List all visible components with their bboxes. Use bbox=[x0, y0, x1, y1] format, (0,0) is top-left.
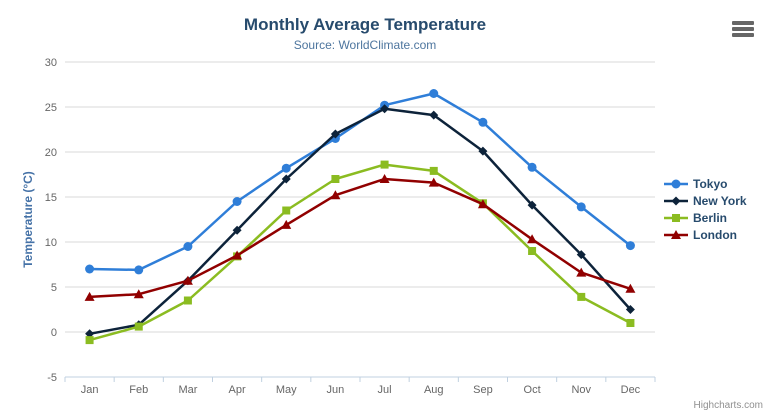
marker-berlin-aug[interactable] bbox=[429, 166, 438, 175]
marker-new-york-jul[interactable] bbox=[380, 104, 390, 114]
hamburger-icon bbox=[732, 27, 754, 31]
marker-london-may[interactable] bbox=[281, 219, 292, 229]
marker-new-york-may[interactable] bbox=[281, 174, 291, 184]
marker-london-jan[interactable] bbox=[84, 291, 95, 301]
series-new-york bbox=[85, 104, 635, 339]
marker-berlin-jul[interactable] bbox=[380, 160, 389, 169]
legend-marker[interactable] bbox=[672, 214, 680, 222]
legend-item-berlin[interactable]: Berlin bbox=[664, 211, 747, 225]
x-axis-label-apr: Apr bbox=[229, 384, 246, 396]
x-axis-label-oct: Oct bbox=[524, 384, 541, 396]
marker-london-oct[interactable] bbox=[527, 234, 538, 244]
marker-berlin-mar[interactable] bbox=[183, 296, 192, 305]
legend-marker[interactable] bbox=[671, 230, 681, 239]
legend-label: Berlin bbox=[693, 211, 728, 225]
hamburger-icon bbox=[732, 21, 754, 25]
marker-london-dec[interactable] bbox=[625, 283, 636, 293]
marker-new-york-apr[interactable] bbox=[232, 225, 242, 235]
y-axis-label: 5 bbox=[51, 282, 57, 294]
marker-berlin-nov[interactable] bbox=[577, 292, 586, 301]
y-axis-label: 30 bbox=[45, 57, 57, 69]
x-axis-label-jan: Jan bbox=[81, 384, 99, 396]
marker-tokyo-jan[interactable] bbox=[85, 264, 95, 274]
marker-new-york-jun[interactable] bbox=[330, 129, 340, 139]
series-london bbox=[84, 174, 636, 301]
marker-london-apr[interactable] bbox=[232, 250, 243, 260]
marker-london-sep[interactable] bbox=[477, 199, 488, 209]
marker-berlin-dec[interactable] bbox=[626, 319, 635, 327]
legend-marker-triangle-icon bbox=[664, 230, 688, 239]
x-axis-label-may: May bbox=[276, 384, 297, 396]
marker-new-york-nov[interactable] bbox=[576, 250, 586, 260]
marker-london-aug[interactable] bbox=[428, 177, 439, 187]
marker-tokyo-apr[interactable] bbox=[232, 197, 242, 206]
y-axis-label: 10 bbox=[45, 237, 57, 249]
hamburger-icon bbox=[732, 33, 754, 37]
chart-title: Monthly Average Temperature bbox=[243, 15, 487, 34]
marker-berlin-may[interactable] bbox=[282, 206, 291, 215]
credits-link[interactable]: Highcharts.com bbox=[693, 400, 763, 411]
legend-item-new-york[interactable]: New York bbox=[664, 194, 747, 208]
x-axis-label-aug: Aug bbox=[424, 384, 444, 396]
export-menu-button[interactable] bbox=[730, 18, 756, 40]
legend-item-london[interactable]: London bbox=[664, 228, 747, 242]
marker-tokyo-dec[interactable] bbox=[625, 241, 635, 251]
marker-new-york-aug[interactable] bbox=[429, 110, 439, 120]
legend-item-tokyo[interactable]: Tokyo bbox=[664, 177, 747, 191]
y-axis-label: 0 bbox=[51, 327, 57, 339]
marker-tokyo-feb[interactable] bbox=[134, 265, 144, 275]
y-axis-label: 20 bbox=[45, 147, 57, 159]
marker-tokyo-sep[interactable] bbox=[478, 117, 488, 127]
legend-label: Tokyo bbox=[693, 177, 728, 191]
marker-berlin-jun[interactable] bbox=[331, 175, 340, 183]
y-axis-label: -5 bbox=[47, 372, 57, 384]
series-line-berlin[interactable] bbox=[88, 163, 632, 342]
marker-new-york-dec[interactable] bbox=[625, 305, 635, 314]
marker-berlin-jan[interactable] bbox=[85, 336, 94, 345]
legend-marker[interactable] bbox=[671, 179, 681, 189]
legend-label: New York bbox=[693, 194, 747, 208]
marker-tokyo-nov[interactable] bbox=[576, 202, 586, 212]
legend-marker-diamond-icon bbox=[664, 196, 688, 206]
x-axis-label-nov: Nov bbox=[571, 384, 591, 396]
marker-new-york-oct[interactable] bbox=[527, 200, 537, 210]
x-axis-label-sep: Sep bbox=[473, 384, 493, 396]
chart-subtitle: Source: WorldClimate.com bbox=[293, 38, 437, 52]
x-axis-label-mar: Mar bbox=[178, 384, 197, 396]
marker-berlin-feb[interactable] bbox=[134, 322, 143, 331]
x-axis-label-feb: Feb bbox=[129, 384, 148, 396]
marker-tokyo-mar[interactable] bbox=[183, 242, 193, 251]
y-axis-label: 25 bbox=[45, 102, 57, 114]
legend-label: London bbox=[693, 228, 737, 242]
marker-london-feb[interactable] bbox=[133, 289, 144, 299]
y-axis-label: 15 bbox=[45, 192, 57, 204]
x-axis-label-jul: Jul bbox=[378, 384, 392, 396]
marker-london-mar[interactable] bbox=[182, 275, 193, 285]
legend: Tokyo New York Berlin London bbox=[664, 177, 747, 242]
marker-london-jul[interactable] bbox=[379, 174, 390, 183]
marker-new-york-jan[interactable] bbox=[85, 329, 95, 339]
marker-berlin-oct[interactable] bbox=[528, 247, 537, 255]
marker-tokyo-aug[interactable] bbox=[429, 89, 439, 98]
marker-london-jun[interactable] bbox=[330, 190, 341, 200]
legend-marker[interactable] bbox=[671, 196, 681, 206]
legend-marker-circle-icon bbox=[664, 179, 688, 189]
x-axis-label-dec: Dec bbox=[621, 384, 641, 396]
marker-tokyo-may[interactable] bbox=[281, 163, 291, 173]
marker-new-york-sep[interactable] bbox=[478, 146, 488, 156]
x-axis-label-jun: Jun bbox=[327, 384, 345, 396]
series-line-london[interactable] bbox=[88, 177, 632, 299]
marker-tokyo-oct[interactable] bbox=[527, 162, 537, 172]
y-axis-title: Temperature (°C) bbox=[21, 171, 35, 268]
series-tokyo bbox=[85, 89, 635, 275]
legend-marker-square-icon bbox=[664, 214, 688, 222]
series-line-tokyo[interactable] bbox=[88, 92, 632, 272]
marker-london-nov[interactable] bbox=[576, 267, 587, 277]
series-line-new-york[interactable] bbox=[88, 107, 632, 336]
